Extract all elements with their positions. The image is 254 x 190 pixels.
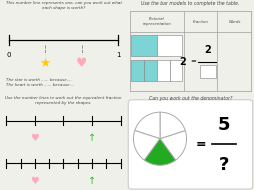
Bar [132,59,144,81]
Text: The star is worth ...... because....
The heart is worth ...... because....: The star is worth ...... because.... The… [6,78,75,86]
Wedge shape [145,139,176,165]
Bar [157,59,170,81]
Wedge shape [135,112,160,139]
Text: 1: 1 [116,52,120,58]
Text: Use the bar models to complete the table.: Use the bar models to complete the table… [141,1,240,6]
Text: =: = [190,59,196,65]
Text: ?: ? [218,156,229,174]
Text: Words: Words [228,20,241,24]
Text: ★: ★ [40,57,51,70]
Bar [200,65,216,78]
Text: ↑: ↑ [88,133,96,143]
Wedge shape [160,131,187,160]
Bar [170,59,182,81]
Text: Can you work out the denominator?: Can you work out the denominator? [149,96,232,101]
Text: Pictorial
representation: Pictorial representation [142,17,171,26]
Bar [157,35,183,56]
Text: 0: 0 [7,52,11,58]
Text: ♥: ♥ [76,57,87,70]
Wedge shape [160,112,185,139]
Bar [144,59,157,81]
Text: ↑: ↑ [88,176,96,185]
Text: ♥: ♥ [30,133,39,143]
Text: 5: 5 [217,116,230,134]
Text: 2: 2 [204,45,211,55]
Text: Fraction: Fraction [193,20,209,24]
Text: This number line represents one, can you work out what
each shape is worth?: This number line represents one, can you… [6,1,121,10]
FancyBboxPatch shape [128,100,253,189]
Wedge shape [133,131,160,160]
Text: =: = [195,138,206,151]
Text: ♥: ♥ [30,176,39,185]
Bar [132,35,157,56]
Text: 2: 2 [180,57,186,67]
Text: Use the number lines to work out the equivalent fraction
represented by the shap: Use the number lines to work out the equ… [5,96,122,105]
